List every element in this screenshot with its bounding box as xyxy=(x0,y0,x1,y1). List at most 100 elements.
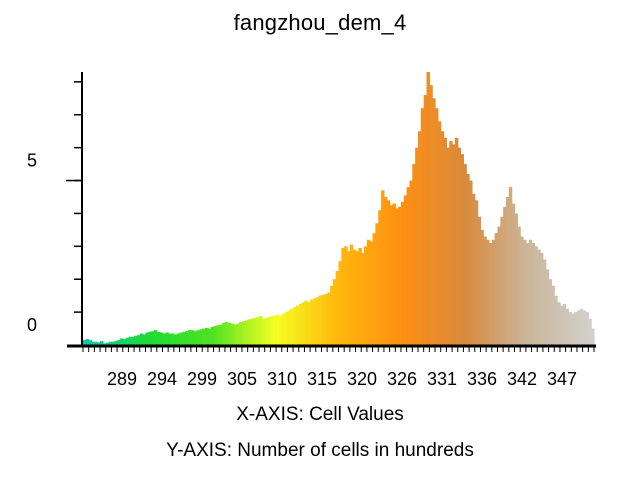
histogram-bar xyxy=(488,243,493,345)
histogram-bar xyxy=(432,98,436,345)
histogram-bar xyxy=(534,246,538,345)
histogram-bar xyxy=(446,147,450,345)
histogram-bar xyxy=(193,331,198,345)
histogram-bar xyxy=(395,208,399,345)
histogram-bar xyxy=(117,340,121,345)
histogram-bar xyxy=(460,154,465,345)
histogram-bar xyxy=(417,131,422,345)
histogram-bar xyxy=(290,308,294,345)
histogram-bar xyxy=(287,310,291,345)
histogram-bar xyxy=(412,164,416,345)
histogram-bar xyxy=(236,323,240,345)
histogram-bar xyxy=(378,210,382,345)
histogram-bar xyxy=(554,295,558,345)
histogram-bar xyxy=(426,72,430,345)
histogram-bar xyxy=(571,313,575,345)
histogram-bar xyxy=(190,330,195,345)
histogram-bar xyxy=(219,324,223,345)
histogram-bar xyxy=(97,342,101,345)
x-tick-label: 326 xyxy=(387,369,417,389)
histogram-bar xyxy=(122,339,127,345)
histogram-bar xyxy=(551,285,555,345)
x-tick-label: 336 xyxy=(467,369,497,389)
histogram-bar xyxy=(173,334,178,345)
histogram-bar xyxy=(315,297,320,345)
histogram-bar xyxy=(318,295,323,345)
histogram-bar xyxy=(136,335,141,345)
histogram-bar xyxy=(278,316,283,345)
histogram-bar xyxy=(168,333,172,345)
histogram-bar xyxy=(381,190,385,345)
histogram-bar xyxy=(398,206,402,345)
histogram-bar xyxy=(241,321,246,345)
histogram-bar xyxy=(355,251,359,345)
histogram-bar xyxy=(310,299,314,345)
histogram-bar xyxy=(276,314,280,345)
histogram-bar xyxy=(108,341,112,345)
histogram-bar xyxy=(582,310,587,345)
histogram-bar xyxy=(341,247,345,345)
histogram-bar xyxy=(545,269,550,345)
histogram-bar xyxy=(188,330,192,345)
histogram-bar xyxy=(349,244,354,345)
histogram-bar xyxy=(364,246,368,345)
histogram-bar xyxy=(125,337,130,345)
histogram-bar xyxy=(244,320,249,345)
histogram-bar xyxy=(148,331,152,345)
histogram-bar xyxy=(270,316,274,345)
histogram-bar xyxy=(375,223,379,345)
histogram-bar xyxy=(344,246,348,345)
histogram-bar xyxy=(585,312,589,345)
histogram-bar xyxy=(332,279,337,345)
histogram-bar xyxy=(517,226,521,345)
histogram-bar xyxy=(338,261,342,345)
histogram-bar xyxy=(443,137,447,345)
histogram-bar xyxy=(176,333,181,345)
histogram-bar xyxy=(361,252,365,345)
histogram-bar xyxy=(224,321,229,345)
histogram-bar xyxy=(301,302,306,345)
histogram-bar xyxy=(293,307,297,345)
histogram-bar xyxy=(156,331,161,345)
histogram-bar xyxy=(261,318,266,345)
histogram-bar xyxy=(531,243,535,345)
histogram-bar xyxy=(474,200,479,345)
histogram-bar xyxy=(469,180,473,345)
histogram-bar xyxy=(511,203,516,345)
y-tick-label: 0 xyxy=(27,315,37,335)
histogram-bar xyxy=(182,331,186,345)
histogram-bar xyxy=(505,196,510,345)
x-tick-label: 310 xyxy=(267,369,297,389)
histogram-bar xyxy=(233,324,237,345)
histogram-bar xyxy=(312,298,317,345)
x-tick-label: 294 xyxy=(147,369,177,389)
histogram-bar xyxy=(383,196,388,345)
histogram-bar xyxy=(222,322,226,345)
histogram-bar xyxy=(494,233,499,345)
histogram-bar xyxy=(207,328,212,345)
histogram-bar xyxy=(210,326,215,345)
histogram-bar xyxy=(304,300,308,345)
histogram-bar xyxy=(562,303,567,345)
x-tick-label: 305 xyxy=(227,369,257,389)
histogram-bar xyxy=(440,131,445,345)
histogram-bar xyxy=(528,239,533,345)
histogram-bar xyxy=(205,327,209,345)
histogram-bar xyxy=(196,330,200,345)
histogram-bar xyxy=(284,312,288,345)
histogram-bar xyxy=(111,341,115,345)
histogram-bar xyxy=(523,239,527,345)
histogram-bar xyxy=(389,205,394,345)
histogram-bar xyxy=(227,322,232,345)
bars-layer xyxy=(83,72,595,346)
histogram-bar xyxy=(471,193,476,345)
y-axis-label: Y-AXIS: Number of cells in hundreds xyxy=(166,440,474,461)
histogram-bar xyxy=(298,303,303,345)
histogram-bar xyxy=(409,180,413,345)
axes-layer: 0 5 289 294 299 305 310 315 320 326 331 336 342 347 xyxy=(27,72,596,389)
histogram-bar xyxy=(520,236,524,345)
histogram-bar xyxy=(392,203,396,345)
histogram-bar xyxy=(574,312,578,345)
histogram-bar xyxy=(477,216,482,345)
